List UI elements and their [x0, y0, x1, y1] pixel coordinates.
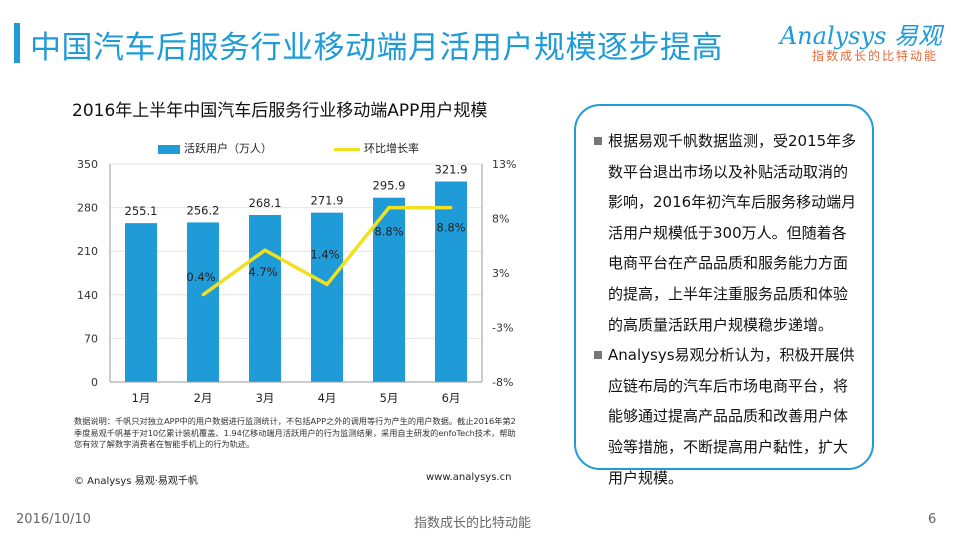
- line-point: [263, 248, 267, 252]
- bar-value-label: 321.9: [435, 163, 468, 177]
- y-left-tick-label: 210: [77, 245, 98, 258]
- bar: [373, 197, 405, 382]
- bar: [249, 215, 281, 382]
- bar: [435, 181, 467, 382]
- page-title: 中国汽车后服务行业移动端月活用户规模逐步提高: [30, 30, 723, 66]
- analysis-text-1: 根据易观千帆数据监测，受2015年多数平台退出市场以及补贴活动取消的影响，201…: [608, 132, 857, 334]
- y-left-tick-label: 0: [91, 376, 98, 389]
- page-number: 6: [928, 512, 937, 527]
- y-right-tick-label: -3%: [492, 322, 513, 335]
- bullet-icon: [594, 137, 602, 145]
- x-tick-label: 5月: [380, 391, 399, 405]
- y-left-tick-label: 350: [77, 158, 98, 171]
- analysis-box: 根据易观千帆数据监测，受2015年多数平台退出市场以及补贴活动取消的影响，201…: [574, 104, 874, 487]
- x-tick-label: 1月: [132, 391, 151, 405]
- logo-brand: Analysys 易观: [779, 22, 942, 50]
- logo-slogan: 指数成长的比特动能: [811, 49, 938, 63]
- line-value-label: 1.4%: [310, 247, 339, 261]
- data-note: 数据说明：千帆只对独立APP中的用户数据进行监测统计，不包括APP之外的调用等行…: [74, 416, 516, 449]
- line-point: [449, 206, 453, 210]
- x-tick-label: 6月: [442, 391, 461, 405]
- y-left-tick-label: 140: [77, 289, 98, 302]
- title-accent-bar: [14, 23, 20, 63]
- x-tick-label: 4月: [318, 391, 337, 405]
- y-right-tick-label: -8%: [492, 376, 513, 389]
- line-value-label: 4.7%: [248, 265, 277, 279]
- brand-logo: Analysys 易观 指数成长的比特动能: [732, 16, 942, 66]
- legend-bar: 活跃用户（万人）: [158, 140, 272, 156]
- y-right-tick-label: 8%: [492, 213, 509, 226]
- bar-value-label: 268.1: [249, 196, 282, 210]
- chart-title: 2016年上半年中国汽车后服务行业移动端APP用户规模: [72, 101, 488, 121]
- line-value-label: 0.4%: [186, 270, 215, 284]
- analysis-text-2: Analysys易观分析认为，积极开展供应链布局的汽车后市场电商平台，将能够通过…: [608, 346, 855, 487]
- copyright: © Analysys 易观·易观千帆: [74, 476, 198, 487]
- bar-value-label: 295.9: [373, 179, 406, 193]
- y-left-tick-label: 70: [84, 332, 98, 345]
- footer-slogan: 指数成长的比特动能: [414, 516, 532, 531]
- line-point: [201, 293, 205, 297]
- x-tick-label: 3月: [256, 391, 275, 405]
- line-point: [387, 206, 391, 210]
- bar: [125, 223, 157, 382]
- bar-value-label: 255.1: [125, 204, 158, 218]
- bar-value-label: 271.9: [311, 194, 344, 208]
- line-value-label: 8.8%: [374, 225, 403, 239]
- x-tick-label: 2月: [194, 391, 213, 405]
- bar-value-label: 256.2: [187, 203, 220, 217]
- bar: [311, 212, 343, 382]
- legend-line-label: 环比增长率: [364, 142, 419, 155]
- website-link[interactable]: www.analysys.cn: [426, 472, 512, 483]
- legend-line-swatch: [334, 147, 360, 151]
- bullet-icon: [594, 351, 602, 360]
- legend-bar-label: 活跃用户（万人）: [184, 142, 272, 155]
- legend-bar-swatch: [158, 144, 180, 154]
- analysis-paragraph: Analysys易观分析认为，积极开展供应链布局的汽车后市场电商平台，将能够通过…: [594, 340, 858, 493]
- line-point: [325, 282, 329, 286]
- y-right-tick-label: 3%: [492, 267, 509, 280]
- bar: [187, 222, 219, 382]
- legend-line: 环比增长率: [334, 140, 419, 156]
- analysis-paragraph: 根据易观千帆数据监测，受2015年多数平台退出市场以及补贴活动取消的影响，201…: [594, 126, 858, 340]
- footer-date: 2016/10/10: [16, 512, 91, 527]
- y-left-tick-label: 280: [77, 202, 98, 215]
- chart-area: 255.1 256.2 268.1 271.9 295.9 321.9 0.4% 4.7% 1…: [77, 158, 516, 405]
- y-right-tick-label: 13%: [492, 158, 516, 171]
- line-value-label: 8.8%: [436, 221, 465, 235]
